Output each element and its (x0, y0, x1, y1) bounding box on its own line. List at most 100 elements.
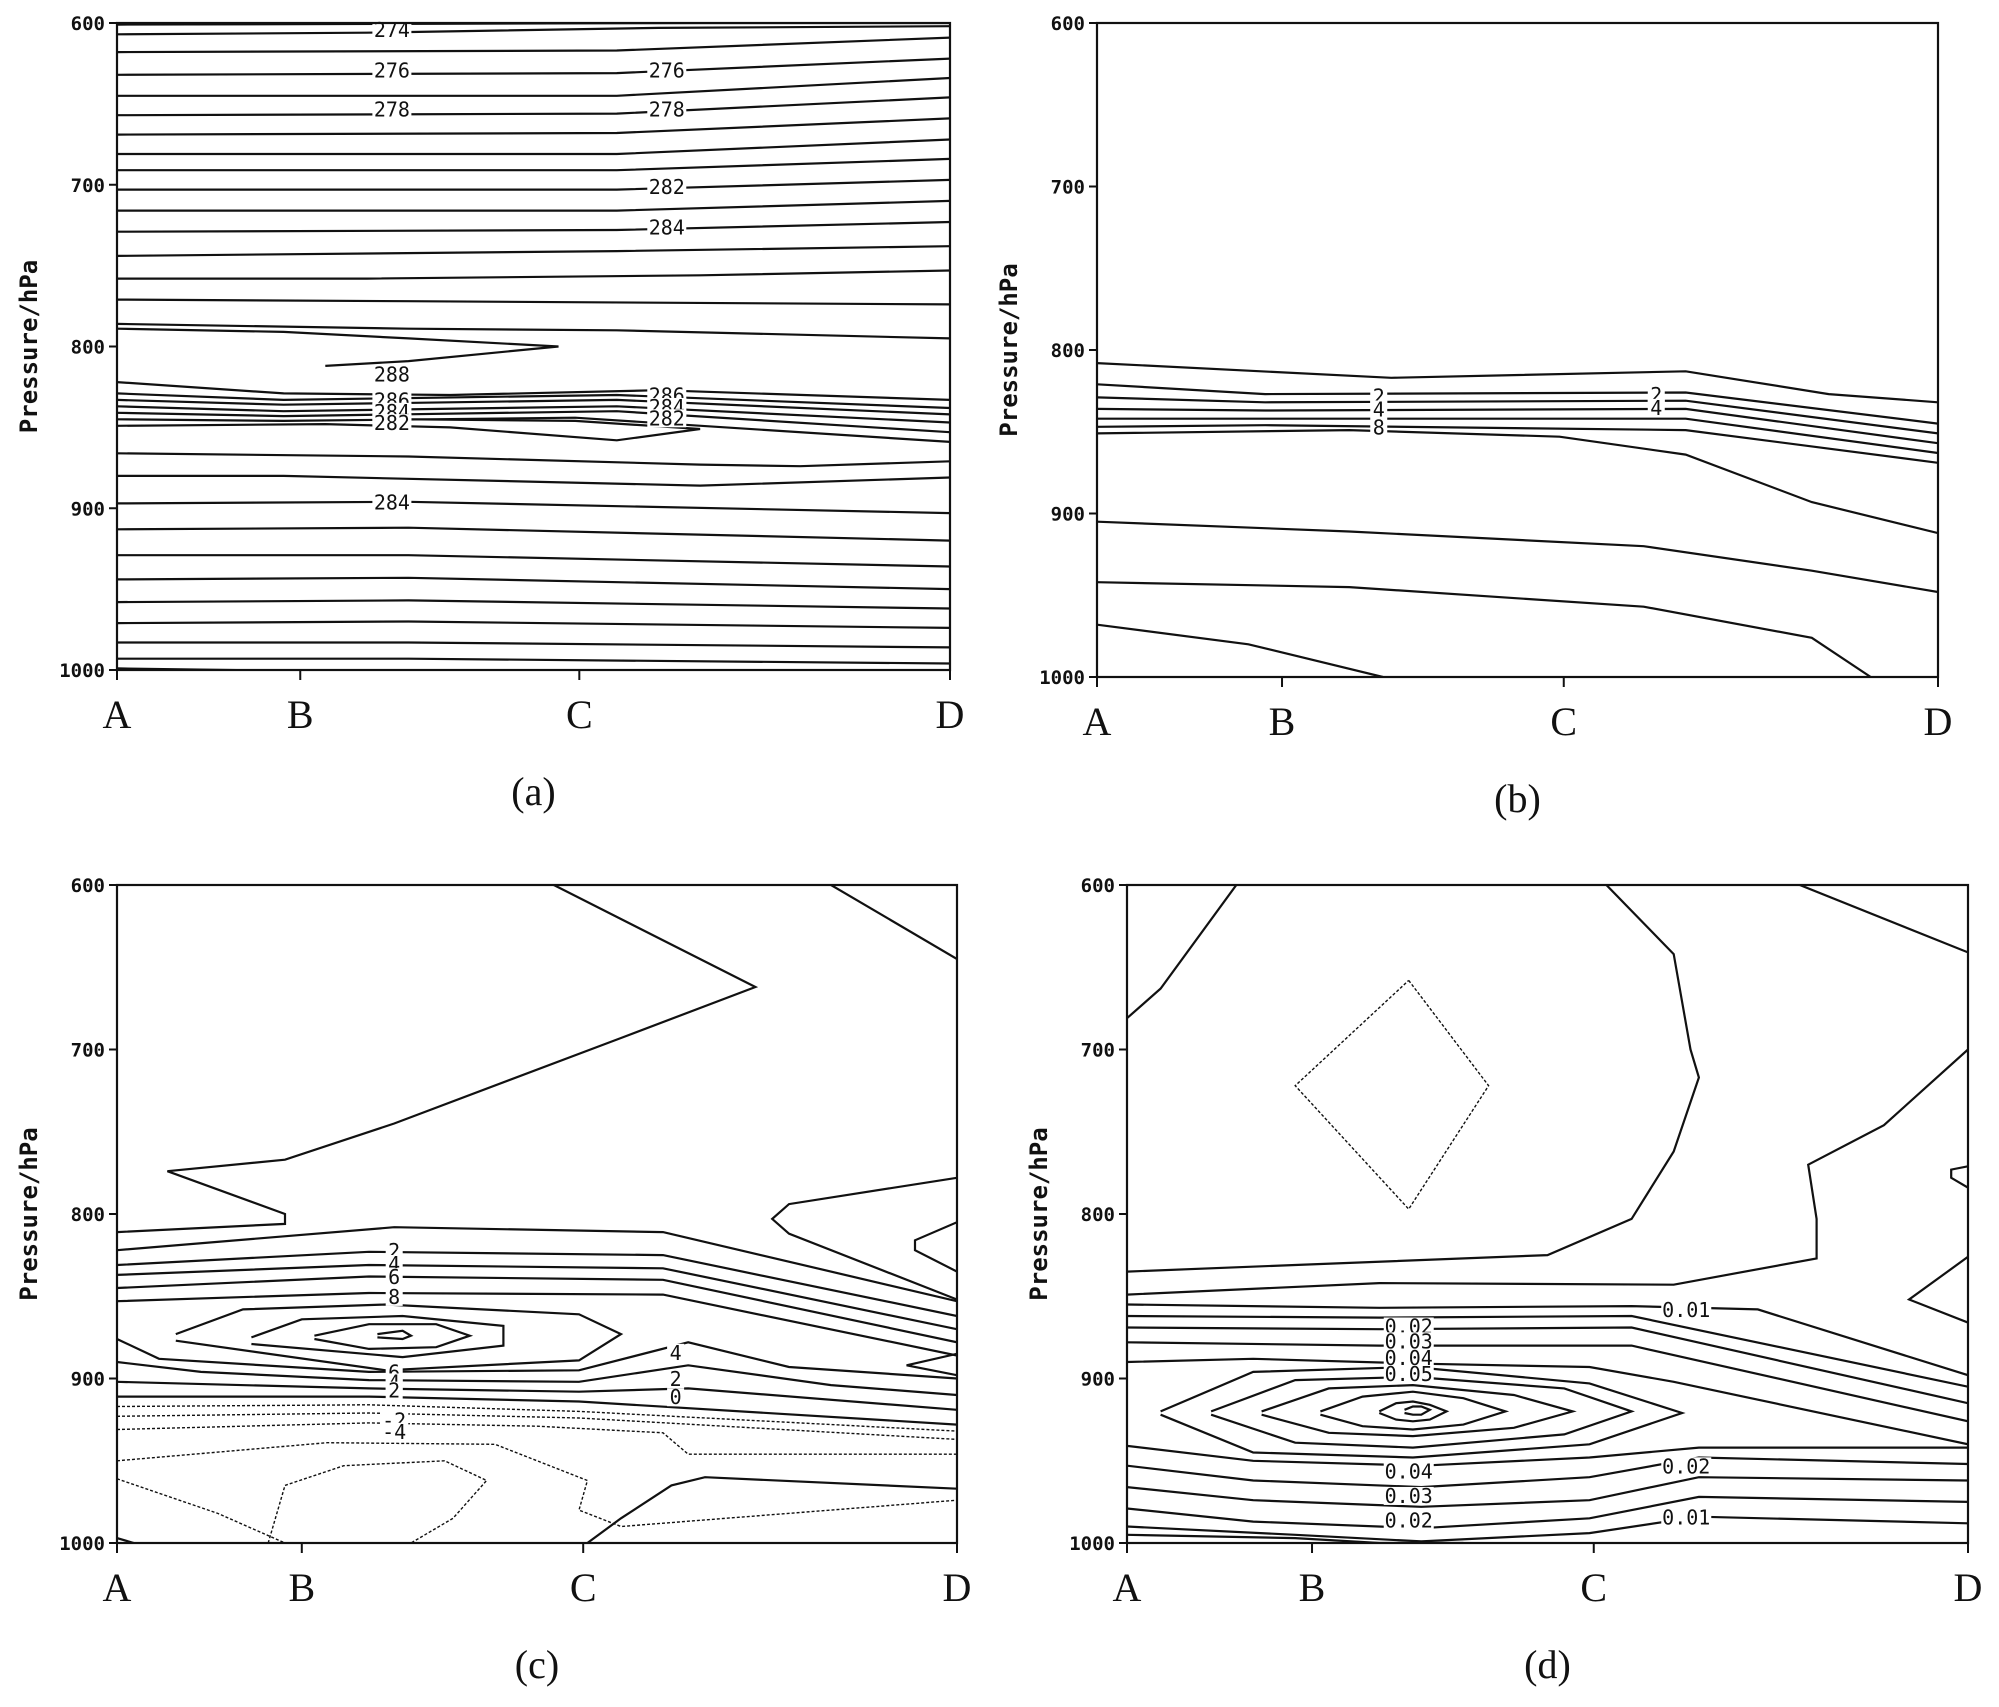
contour-line (117, 1441, 957, 1528)
contour-label: 4 (1650, 396, 1662, 420)
contour-line (117, 398, 950, 416)
contour-label: 274 (374, 18, 410, 42)
contour-line (314, 1323, 474, 1351)
contour-line (117, 157, 950, 172)
contour-label-bg (647, 409, 687, 428)
contour-label: 288 (374, 363, 410, 387)
contour-label-bg (372, 61, 412, 80)
y-tick-label: 1000 (1069, 1533, 1115, 1555)
contour-line (117, 269, 950, 280)
contour-line (377, 1329, 414, 1341)
plot-frame (1125, 883, 1970, 1545)
contour-lines (117, 885, 957, 1543)
contour-line (1127, 1476, 1968, 1508)
contour-line (1097, 362, 1938, 404)
contour-line (1097, 383, 1938, 425)
y-axis-label: Pressure/hPa (15, 1127, 43, 1300)
contour-label-bg (385, 1268, 403, 1287)
contour-line (267, 1460, 488, 1543)
contour-line (251, 1314, 505, 1359)
contour-label-bg (1383, 1511, 1434, 1530)
contour-line (117, 392, 950, 410)
y-tick-label: 800 (1081, 1204, 1115, 1226)
plot-frame (115, 21, 952, 672)
contour-label: 282 (374, 411, 410, 435)
y-tick-label: 600 (1081, 875, 1115, 897)
panel-d: 0.010.020.030.040.050.040.030.020.020.01… (1025, 875, 1982, 1687)
contour-line (117, 36, 950, 54)
contour-label: 8 (1373, 415, 1385, 439)
x-category-label: B (288, 1565, 315, 1610)
contour-line (117, 641, 950, 649)
y-tick-label: 900 (71, 1369, 105, 1391)
contour-line (1097, 428, 1938, 535)
contour-label: -4 (382, 1420, 406, 1444)
contour-line (1097, 623, 1384, 677)
panel-caption: (c) (515, 1642, 559, 1687)
contour-line (117, 418, 701, 442)
x-category-label: A (1083, 699, 1112, 744)
contour-label-bg (667, 1343, 685, 1362)
contour-line (1127, 1341, 1968, 1423)
contour-line (117, 500, 950, 515)
contour-line (1127, 1357, 1968, 1446)
contour-line (617, 672, 950, 674)
x-category-label: D (936, 692, 965, 737)
panel-caption: (b) (1494, 776, 1541, 821)
y-axis-label: Pressure/hPa (995, 263, 1023, 436)
contour-line (1799, 885, 1968, 954)
contour-label: 282 (649, 175, 685, 199)
contour-label: 4 (670, 1341, 682, 1365)
contour-label-bg (647, 61, 687, 80)
contour-line (117, 1226, 957, 1303)
contour-line (1320, 1390, 1510, 1431)
contour-label: 4 (1373, 397, 1385, 421)
contour-label-bg (1383, 1317, 1434, 1336)
contour-label: 276 (649, 59, 685, 83)
contour-line (117, 96, 950, 117)
contour-label-bg (647, 100, 687, 119)
contour-label: 0.01 (1662, 1505, 1710, 1529)
contour-label: 284 (649, 215, 685, 239)
contour-line (117, 1291, 957, 1357)
contour-line (117, 620, 950, 629)
contour-label-bg (372, 414, 412, 433)
y-tick-label: 600 (71, 875, 105, 897)
y-tick-label: 800 (1051, 340, 1085, 362)
x-category-label: D (943, 1565, 972, 1610)
contour-line (117, 1478, 286, 1543)
contour-line (1127, 1314, 1968, 1388)
contour-label: 0.02 (1385, 1509, 1433, 1533)
x-category-label: D (1924, 699, 1953, 744)
contour-line (117, 298, 950, 306)
contour-label: 0 (670, 1385, 682, 1409)
contour-line (117, 57, 950, 76)
contour-line (117, 327, 559, 367)
contour-label-bg (372, 493, 412, 512)
panel-c: 2468642420-2-46007008009001000Pressure/h… (15, 875, 971, 1687)
panel-caption: (d) (1524, 1642, 1571, 1687)
contour-line (117, 576, 950, 591)
x-category-label: A (103, 692, 132, 737)
contour-line (175, 1303, 624, 1372)
contour-line (1404, 1405, 1433, 1416)
x-category-label: C (1580, 1565, 1607, 1610)
plot-frame (115, 883, 959, 1545)
contour-line (1127, 1456, 1968, 1489)
y-tick-label: 800 (71, 337, 105, 359)
y-tick-label: 900 (1051, 504, 1085, 526)
contour-line (117, 1360, 957, 1397)
contour-label-bg (1383, 1348, 1434, 1367)
contour-line (1210, 1375, 1636, 1449)
contour-line (1097, 417, 1938, 455)
contour-label-bg (372, 365, 412, 384)
contour-label-bg (385, 1381, 403, 1400)
contour-label: 0.04 (1385, 1459, 1433, 1483)
contour-line (1097, 407, 1938, 445)
contour-label-bg (647, 177, 687, 196)
y-tick-label: 700 (71, 175, 105, 197)
contour-line (1127, 1515, 1968, 1543)
contour-label: 8 (388, 1285, 400, 1309)
